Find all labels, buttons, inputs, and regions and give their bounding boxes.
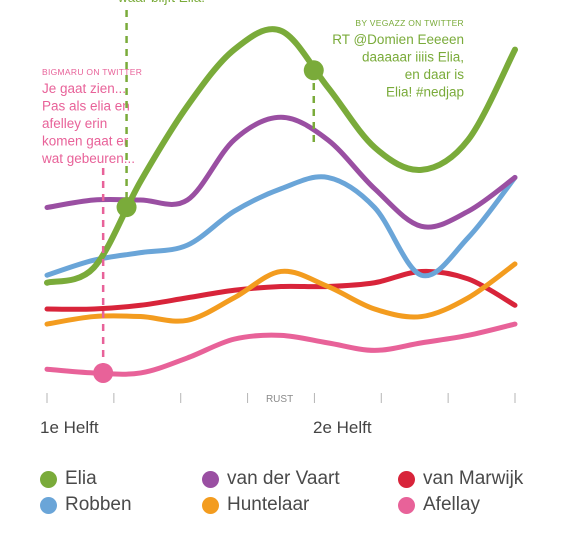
annotation-text: wat gebeuren... (41, 151, 135, 166)
legend-swatch (202, 496, 219, 514)
annotation-point (303, 60, 324, 81)
annotation-source: BY VEGAZZ ON TWITTER (355, 18, 464, 28)
legend-label: Huntelaar (227, 494, 310, 515)
legend-label: Robben (65, 494, 132, 515)
legend-item-elia: Elia (40, 466, 97, 492)
annotation-text: Elia! #nedjap (386, 85, 464, 100)
annotation-point (93, 362, 114, 383)
annotation-text: waar blijft Elia! (117, 0, 205, 5)
legend-item-afellay: Afellay (398, 492, 480, 518)
series-line-robben (44, 174, 518, 279)
legend-label: van der Vaart (227, 468, 340, 489)
annotation-text: RT @Domien Eeeeen (332, 32, 464, 47)
annotations: BIGMARU ON TWITTER Je gaat zien... Pas als… (41, 0, 464, 383)
legend-item-robben: Robben (40, 492, 132, 518)
series-line-huntelaar (44, 261, 518, 327)
legend-item-van-marwijk: van Marwijk (398, 466, 523, 492)
half-label: 1e Helft (40, 418, 99, 437)
annotation-point (116, 197, 137, 218)
legend-swatch (202, 470, 219, 488)
annotation-text: en daar is (405, 67, 465, 82)
legend-label: Elia (65, 468, 97, 489)
annotation-text: daaaaar iiiis Elia, (362, 50, 464, 65)
legend-swatch (398, 496, 415, 514)
annotation-text: Je gaat zien... (42, 81, 126, 96)
x-tick-label: RUST (266, 394, 293, 405)
series-line-van-marwijk (44, 268, 518, 312)
annotation-source: BIGMARU ON TWITTER (42, 67, 142, 77)
half-label: 2e Helft (313, 418, 372, 437)
legend-label: van Marwijk (423, 468, 524, 489)
legend-item-huntelaar: Huntelaar (202, 492, 309, 518)
legend-item-van-der-vaart: van der Vaart (202, 466, 340, 492)
annotation-text: Pas als elia en (42, 99, 130, 114)
x-axis: RUST 1e Helft 2e Helft (40, 393, 516, 437)
legend-swatch (398, 470, 415, 488)
annotation-text: komen gaat er (42, 134, 129, 149)
legend-swatch (40, 470, 57, 488)
legend-swatch (40, 496, 57, 514)
series-line-afellay (44, 321, 518, 377)
legend-label: Afellay (423, 494, 481, 515)
annotation-text: afelley erin (42, 116, 107, 131)
